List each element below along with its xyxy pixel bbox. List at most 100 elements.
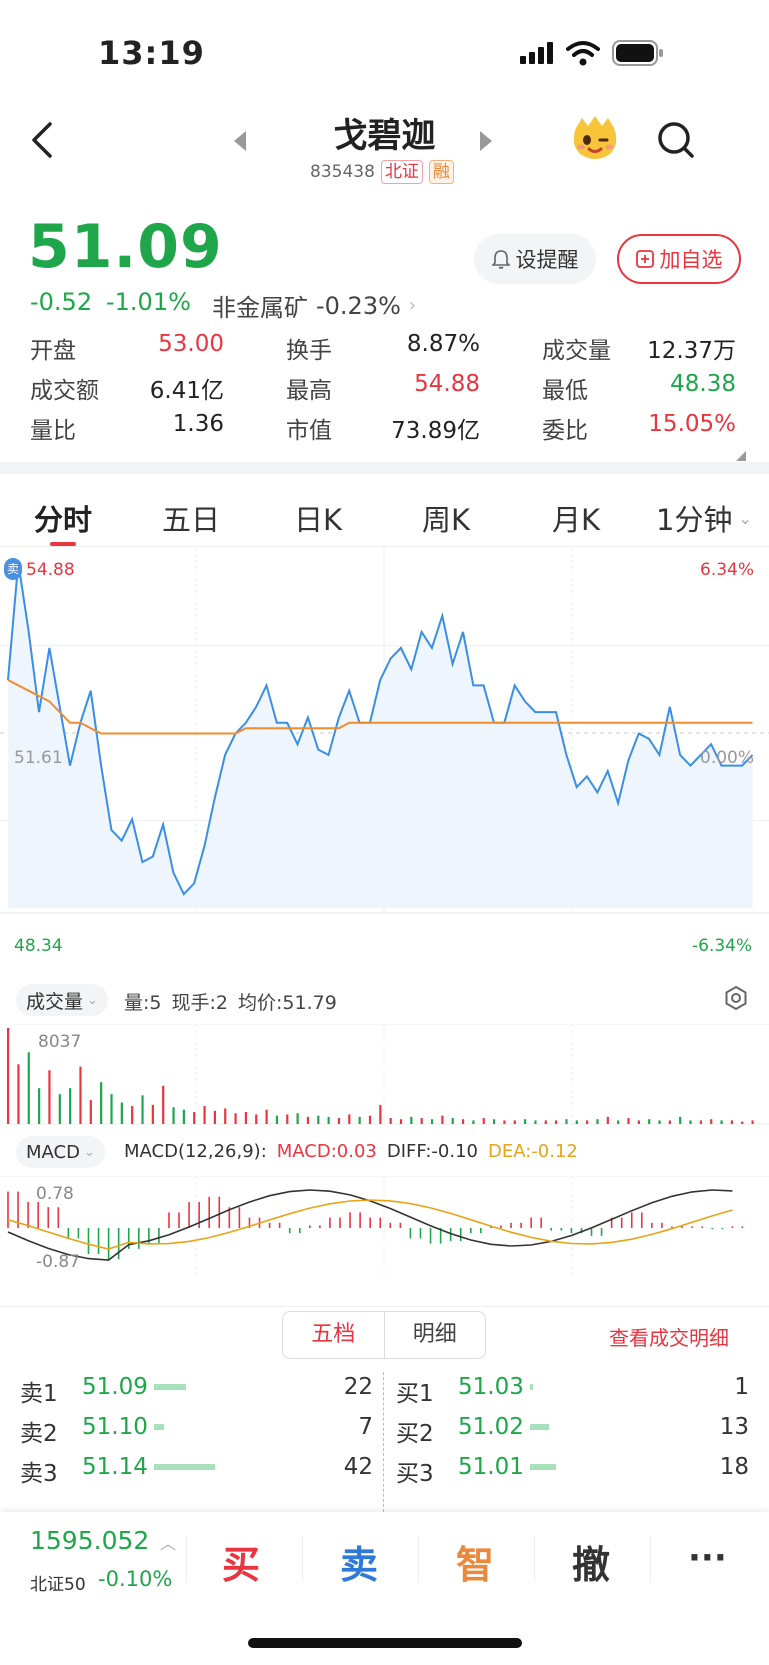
sector-pct: -0.23% bbox=[316, 291, 401, 320]
price-change-pct: -1.01% bbox=[106, 288, 191, 316]
settings-icon[interactable] bbox=[722, 984, 750, 1016]
volume-bar bbox=[286, 1114, 289, 1124]
volume-bar bbox=[348, 1114, 351, 1124]
next-stock-icon[interactable] bbox=[478, 130, 494, 156]
volume-bar bbox=[58, 1094, 61, 1124]
more-button[interactable]: ··· bbox=[688, 1538, 727, 1578]
stat-value: 73.89亿 bbox=[391, 418, 480, 444]
tab-monthly-k[interactable]: 月K bbox=[552, 503, 601, 537]
stat-value: 6.41亿 bbox=[149, 378, 224, 404]
stat-label: 委比 bbox=[542, 418, 588, 444]
signal-icon bbox=[520, 42, 556, 68]
stat-label: 市值 bbox=[286, 418, 332, 444]
tab-five-level[interactable]: 五档 bbox=[283, 1312, 385, 1358]
buys-level-price: 51.01 bbox=[458, 1454, 524, 1480]
macd-chart bbox=[0, 1176, 769, 1276]
tab-minute-label: 1分钟 bbox=[656, 503, 733, 537]
volume-bar bbox=[244, 1112, 248, 1124]
stat-label: 开盘 bbox=[30, 338, 76, 364]
volume-bar bbox=[679, 1116, 682, 1124]
buys-level-label: 买1 bbox=[396, 1381, 434, 1407]
macd-max-label: 0.78 bbox=[36, 1184, 74, 1204]
volume-bar bbox=[430, 1119, 434, 1124]
volume-bar bbox=[358, 1116, 361, 1124]
volume-bar bbox=[751, 1120, 754, 1124]
bottom-sep-4 bbox=[534, 1536, 535, 1582]
sells-volume-bar bbox=[154, 1424, 165, 1430]
volume-bar bbox=[492, 1119, 496, 1124]
volume-bar bbox=[586, 1120, 589, 1124]
volume-bar bbox=[337, 1118, 341, 1124]
volume-bar bbox=[162, 1085, 165, 1124]
tab-minute-selector[interactable]: 1分钟 ⌄ bbox=[656, 497, 752, 539]
chevron-up-icon[interactable]: ︿ bbox=[160, 1534, 177, 1553]
volume-bar bbox=[441, 1115, 444, 1124]
index-value[interactable]: 1595.052 bbox=[30, 1526, 150, 1555]
sells-level-price: 51.10 bbox=[82, 1414, 148, 1440]
sector-name: 非金属矿 bbox=[212, 294, 308, 322]
add-watchlist-button[interactable]: 加自选 bbox=[617, 234, 741, 284]
volume-bar bbox=[420, 1118, 423, 1124]
order-book-center-divider bbox=[383, 1372, 384, 1512]
stock-name: 戈碧迦 bbox=[333, 116, 436, 156]
intraday-chart[interactable] bbox=[0, 548, 769, 968]
volume-bar bbox=[193, 1112, 196, 1124]
volume-selector[interactable]: 成交量 ⌄ bbox=[16, 984, 108, 1016]
buys-level-volume: 18 bbox=[719, 1454, 749, 1480]
volume-bar bbox=[17, 1064, 20, 1124]
price-area bbox=[8, 562, 753, 908]
tab-five-day[interactable]: 五日 bbox=[162, 503, 221, 537]
back-icon[interactable] bbox=[28, 120, 58, 164]
sells-volume-bar bbox=[154, 1384, 186, 1390]
price-line bbox=[7, 562, 754, 896]
volume-bar bbox=[596, 1119, 599, 1124]
sells-volume-bar bbox=[154, 1464, 215, 1470]
sells-level-price: 51.09 bbox=[82, 1374, 148, 1400]
tab-intraday[interactable]: 分时 bbox=[34, 503, 93, 537]
cancel-order-button[interactable]: 撤 bbox=[572, 1543, 611, 1587]
diff-line bbox=[7, 1189, 733, 1261]
macd-divider bbox=[0, 1306, 769, 1307]
tab-trade-detail[interactable]: 明细 bbox=[412, 1322, 457, 1347]
macd-params: MACD(12,26,9): bbox=[124, 1141, 267, 1162]
section-divider bbox=[0, 462, 769, 474]
volume-bar bbox=[699, 1120, 702, 1124]
stat-label: 换手 bbox=[286, 338, 332, 364]
chart-mid-label: 51.61 bbox=[14, 748, 63, 768]
buy-button[interactable]: 买 bbox=[222, 1543, 261, 1587]
macd-value: MACD:0.03 bbox=[276, 1141, 377, 1162]
volume-bar bbox=[275, 1115, 279, 1124]
buys-volume-bar bbox=[530, 1424, 549, 1430]
tab-weekly-k[interactable]: 周K bbox=[422, 503, 471, 537]
smart-button[interactable]: 智 bbox=[456, 1543, 495, 1587]
volume-bar bbox=[27, 1052, 30, 1124]
volume-bar bbox=[606, 1116, 609, 1124]
volume-bar bbox=[265, 1109, 268, 1124]
volume-bar bbox=[451, 1118, 454, 1124]
bottom-sep-2 bbox=[302, 1536, 303, 1582]
set-alert-button[interactable]: 设提醒 bbox=[474, 234, 596, 284]
volume-bar bbox=[575, 1120, 578, 1124]
prev-stock-icon[interactable] bbox=[232, 130, 248, 156]
plus-box-icon bbox=[635, 250, 654, 268]
volume-bar bbox=[110, 1094, 113, 1124]
volume-bar bbox=[151, 1104, 154, 1124]
volume-bar bbox=[389, 1118, 392, 1124]
chart-pct-low-label: -6.34% bbox=[692, 936, 753, 956]
volume-bar bbox=[461, 1119, 465, 1124]
expand-corner-icon[interactable] bbox=[736, 446, 746, 465]
search-icon[interactable] bbox=[656, 120, 696, 164]
tab-daily-k[interactable]: 日K bbox=[294, 503, 343, 537]
volume-bar bbox=[79, 1066, 82, 1124]
sector-link[interactable]: 非金属矿 -0.23% › bbox=[212, 288, 416, 323]
view-trade-detail-link[interactable]: 查看成交明细 bbox=[609, 1326, 729, 1350]
volume-bar bbox=[617, 1120, 620, 1124]
volume-bar bbox=[658, 1120, 661, 1124]
chevron-down-icon: ⌄ bbox=[738, 508, 752, 528]
buys-level-price: 51.02 bbox=[458, 1414, 524, 1440]
buys-level-price: 51.03 bbox=[458, 1374, 524, 1400]
sell-button[interactable]: 卖 bbox=[340, 1543, 379, 1587]
volume-bar bbox=[120, 1102, 123, 1124]
mascot-icon[interactable] bbox=[570, 114, 620, 166]
macd-selector[interactable]: MACD ⌄ bbox=[16, 1136, 105, 1168]
